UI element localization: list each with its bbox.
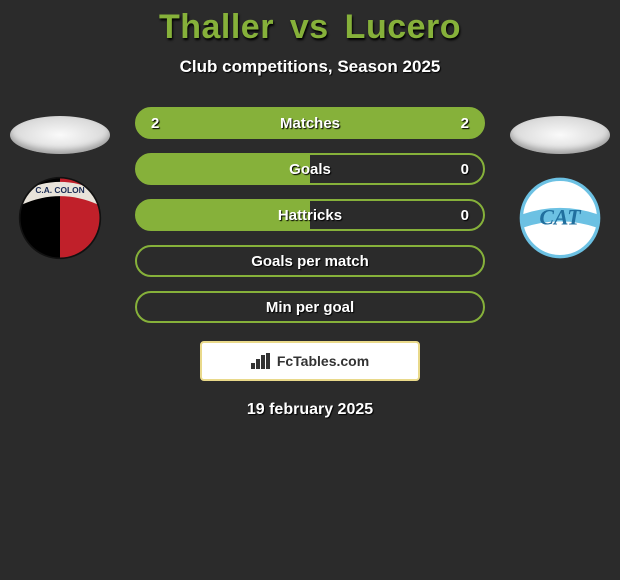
logo-text: FcTables.com bbox=[277, 353, 369, 369]
bar-chart-icon bbox=[251, 353, 271, 369]
comparison-date: 19 february 2025 bbox=[0, 401, 620, 419]
stat-pill-goals: Goals 0 bbox=[135, 153, 485, 185]
page-title: Thaller vs Lucero bbox=[0, 0, 620, 47]
stat-pill-min-per-goal: Min per goal bbox=[135, 291, 485, 323]
title-player2: Lucero bbox=[345, 8, 461, 46]
stat-label: Min per goal bbox=[266, 299, 354, 316]
player-photo-placeholder-left bbox=[10, 116, 110, 154]
stat-pill-goals-per-match: Goals per match bbox=[135, 245, 485, 277]
right-team-column: CAT bbox=[510, 116, 610, 260]
left-team-column: C.A. COLON bbox=[10, 116, 110, 260]
subtitle: Club competitions, Season 2025 bbox=[0, 57, 620, 77]
stats-column: Matches 2 2 Goals 0 Hattricks 0 Goals per match… bbox=[135, 107, 485, 323]
svg-text:CAT: CAT bbox=[539, 206, 582, 230]
stat-label: Goals bbox=[289, 161, 331, 178]
club-crest-left: C.A. COLON bbox=[18, 176, 102, 260]
title-vs: vs bbox=[290, 8, 329, 46]
stat-label: Hattricks bbox=[278, 207, 342, 224]
club-crest-right: CAT bbox=[518, 176, 602, 260]
stat-label: Matches bbox=[280, 115, 340, 132]
title-player1: Thaller bbox=[159, 8, 274, 46]
stat-label: Goals per match bbox=[251, 253, 369, 270]
svg-text:C.A. COLON: C.A. COLON bbox=[35, 185, 84, 195]
stat-right-value: 0 bbox=[461, 155, 469, 183]
stat-left-value: 2 bbox=[151, 109, 159, 137]
fctables-logo-banner: FcTables.com bbox=[200, 341, 420, 381]
stat-pill-hattricks: Hattricks 0 bbox=[135, 199, 485, 231]
stat-pill-matches: Matches 2 2 bbox=[135, 107, 485, 139]
player-photo-placeholder-right bbox=[510, 116, 610, 154]
stat-right-value: 0 bbox=[461, 201, 469, 229]
stat-right-value: 2 bbox=[461, 109, 469, 137]
